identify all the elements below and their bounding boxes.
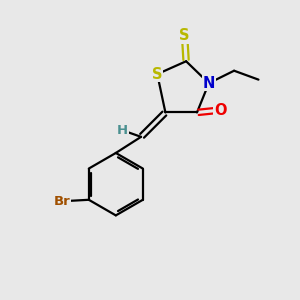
Text: S: S [179,28,190,44]
Text: S: S [152,67,163,82]
Text: Br: Br [54,195,70,208]
Text: O: O [214,103,226,118]
Text: H: H [117,124,128,137]
Text: N: N [202,76,215,91]
